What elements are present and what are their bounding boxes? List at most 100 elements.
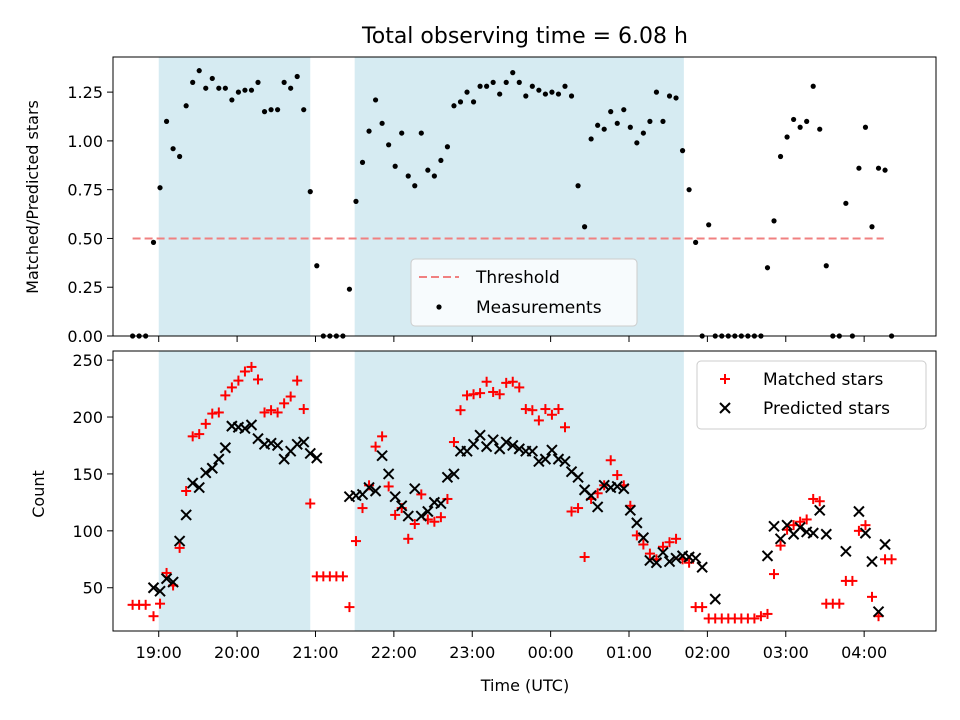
y-tick-label: 1.00 <box>67 132 103 151</box>
matched-point <box>533 415 544 426</box>
measurement-point <box>477 83 483 89</box>
predicted-point-b <box>853 505 865 518</box>
predicted-point <box>546 444 558 456</box>
predicted-point-b <box>709 593 721 605</box>
predicted-point <box>840 545 852 558</box>
matched-point <box>174 542 185 553</box>
measurement-point <box>823 263 829 269</box>
measurement-point <box>693 239 699 245</box>
measurement-point <box>412 183 418 189</box>
measurement-point <box>542 91 549 97</box>
measurement-point <box>418 130 424 136</box>
measurement-point <box>875 165 882 171</box>
top-panel: 0.00 0.25 0.50 0.75 1.00 1.25 Matched/Predict… <box>23 56 937 346</box>
measurement-point <box>653 89 660 95</box>
predicted-point <box>219 442 232 454</box>
matched-point <box>200 418 211 429</box>
predicted-point <box>709 593 721 605</box>
measurement-point <box>575 183 581 189</box>
predicted-point <box>415 510 428 522</box>
predicted-point <box>395 500 408 512</box>
matched-point <box>573 503 584 514</box>
predicted-point <box>402 510 414 522</box>
predicted-point-b <box>761 550 774 562</box>
predicted-point <box>180 509 192 521</box>
measurement-point <box>882 167 888 173</box>
measurement-point <box>163 118 170 124</box>
predicted-point-b <box>389 490 401 503</box>
measurement-point <box>294 73 300 80</box>
predicted-point-b <box>585 489 597 502</box>
y-tick-label: 0.75 <box>67 181 103 200</box>
measurement-point <box>660 118 666 124</box>
predicted-point <box>265 437 277 449</box>
x-tick-label: 00:00 <box>528 643 574 662</box>
legend-matched-label: Matched stars <box>763 370 883 390</box>
matched-point <box>886 554 897 565</box>
measurement-point <box>523 93 529 99</box>
matched-point <box>546 409 557 420</box>
x-tick-label: 22:00 <box>371 643 417 662</box>
measurement-point <box>301 107 307 113</box>
matched-point <box>644 548 655 559</box>
predicted-point-b <box>193 481 205 494</box>
predicted-point <box>291 438 303 451</box>
measurement-point <box>222 85 228 91</box>
predicted-point-b <box>206 462 218 474</box>
predicted-point <box>167 576 179 588</box>
predicted-point-b <box>552 453 565 465</box>
measurement-point <box>621 107 627 113</box>
measurement-point <box>581 224 588 230</box>
predicted-point-b <box>650 557 663 569</box>
matched-point <box>253 374 264 385</box>
predicted-point-b <box>663 555 676 568</box>
matched-point <box>664 537 675 548</box>
matched-star-points <box>127 361 897 624</box>
matched-point <box>429 516 440 527</box>
matched-point <box>540 404 551 415</box>
measurement-point <box>405 173 411 179</box>
predicted-point <box>467 438 480 451</box>
predicted-point-b <box>311 452 323 464</box>
measurement-point <box>150 239 157 245</box>
measurement-point <box>706 222 712 228</box>
predicted-swatch-marker <box>719 402 731 414</box>
measurement-point <box>255 79 261 85</box>
y-tick-label: 1.25 <box>67 83 103 102</box>
measurement-point <box>372 97 379 103</box>
predicted-point <box>591 501 604 513</box>
predicted-point-b <box>840 545 852 558</box>
matched-point <box>435 512 446 523</box>
predicted-point <box>487 434 499 446</box>
predicted-point <box>363 481 375 494</box>
matched-point <box>226 382 237 393</box>
predicted-point <box>552 453 565 465</box>
matched-point <box>148 611 159 622</box>
predicted-point-b <box>219 442 232 454</box>
matched-point <box>390 509 401 520</box>
predicted-point-b <box>807 527 819 539</box>
predicted-point <box>193 481 205 494</box>
matched-point <box>292 375 303 386</box>
predicted-point <box>761 550 774 562</box>
measurement-point <box>353 198 359 204</box>
predicted-point <box>382 468 395 480</box>
x-tick-label: 23:00 <box>449 643 495 662</box>
matched-point <box>181 486 192 496</box>
predicted-point-b <box>271 439 284 452</box>
matched-point <box>553 404 564 415</box>
predicted-point <box>200 467 212 479</box>
measurement-point <box>497 91 503 97</box>
predicted-point <box>369 485 382 497</box>
measurement-point <box>804 118 810 124</box>
predicted-point <box>422 505 434 518</box>
matched-point <box>801 514 812 525</box>
measurement-point <box>209 75 215 82</box>
predicted-point-b <box>402 510 414 522</box>
top-y-axis: 0.00 0.25 0.50 0.75 1.00 1.25 <box>67 83 113 346</box>
predicted-point-b <box>278 453 290 465</box>
measurement-point <box>392 163 398 169</box>
predicted-point-b <box>376 450 388 462</box>
measurement-point <box>679 148 686 154</box>
